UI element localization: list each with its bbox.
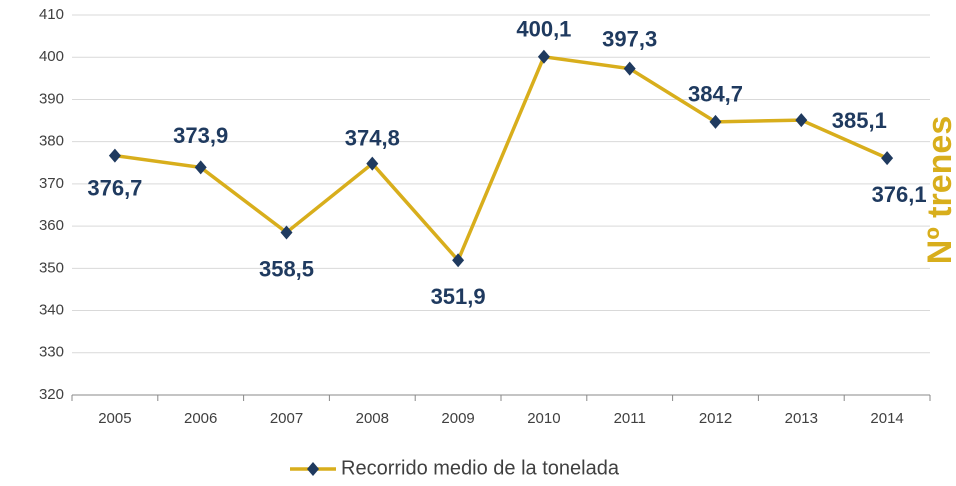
data-label: 374,8: [345, 125, 400, 150]
data-label: 358,5: [259, 256, 314, 281]
x-tick-label: 2007: [270, 410, 303, 427]
data-label: 400,1: [516, 17, 571, 42]
y-tick-label: 400: [39, 48, 64, 65]
y-tick-label: 380: [39, 133, 64, 150]
marker: [108, 148, 121, 163]
y-tick-label: 410: [39, 6, 64, 23]
data-label: 385,1: [832, 108, 887, 133]
x-tick-label: 2009: [441, 410, 474, 427]
marker: [537, 49, 550, 64]
y-tick-label: 340: [39, 302, 64, 319]
x-tick-label: 2010: [527, 410, 560, 427]
y-tick-label: 390: [39, 90, 64, 107]
x-tick-label: 2014: [870, 410, 903, 427]
line: [114, 54, 888, 264]
data-label: 376,7: [87, 175, 142, 200]
x-tick-label: 2006: [184, 410, 217, 427]
marker: [366, 156, 379, 171]
data-label: 397,3: [602, 26, 657, 51]
marker: [452, 253, 465, 268]
marker: [881, 151, 894, 166]
y-tick-label: 330: [39, 344, 64, 361]
legend-label: Recorrido medio de la tonelada: [341, 457, 620, 479]
x-tick-label: 2011: [614, 410, 646, 427]
data-label: 373,9: [173, 123, 228, 148]
marker: [194, 160, 207, 175]
marker: [280, 225, 293, 240]
x-tick-label: 2005: [98, 410, 131, 427]
marker: [795, 113, 808, 128]
marker: [709, 114, 722, 129]
y-tick-label: 360: [39, 217, 64, 234]
data-label: 376,1: [872, 182, 927, 207]
data-label: 384,7: [688, 82, 743, 107]
y-tick-label: 370: [39, 175, 64, 192]
x-tick-label: 2008: [356, 410, 389, 427]
legend-marker: [307, 462, 319, 476]
x-tick-label: 2013: [785, 410, 818, 427]
x-tick-label: 2012: [699, 410, 732, 427]
data-label: 351,9: [431, 284, 486, 309]
y-tick-label: 350: [39, 259, 64, 276]
y-tick-label: 320: [39, 386, 64, 403]
y2-axis-title: Nº trenes: [921, 116, 956, 264]
marker: [623, 61, 636, 76]
